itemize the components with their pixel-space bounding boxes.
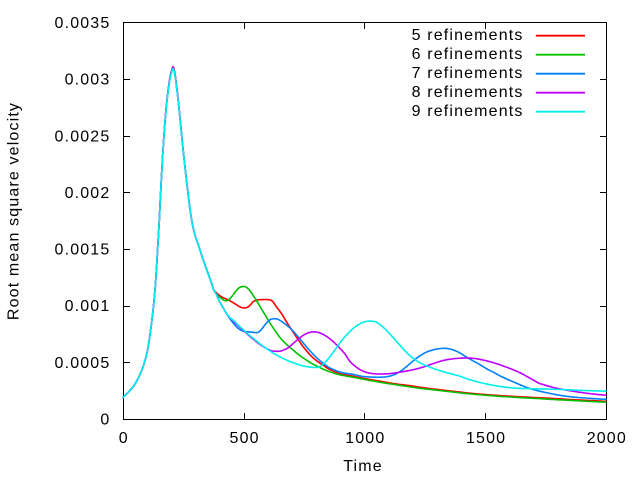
- svg-text:1500: 1500: [466, 430, 506, 447]
- svg-text:0.002: 0.002: [65, 185, 111, 202]
- svg-text:7 refinements: 7 refinements: [412, 65, 524, 82]
- svg-text:Time: Time: [343, 458, 383, 475]
- svg-text:0.003: 0.003: [65, 72, 111, 89]
- svg-text:500: 500: [230, 430, 260, 447]
- svg-text:0.0025: 0.0025: [55, 128, 111, 145]
- svg-text:0: 0: [119, 430, 129, 447]
- svg-text:Root mean square velocity: Root mean square velocity: [6, 102, 23, 320]
- svg-text:0: 0: [100, 412, 110, 429]
- svg-text:9 refinements: 9 refinements: [412, 103, 524, 120]
- svg-text:0.0035: 0.0035: [55, 15, 111, 32]
- svg-text:2000: 2000: [587, 430, 627, 447]
- svg-text:0.0005: 0.0005: [55, 355, 111, 372]
- svg-text:0.001: 0.001: [65, 298, 111, 315]
- svg-text:0.0015: 0.0015: [55, 242, 111, 259]
- svg-text:8 refinements: 8 refinements: [412, 84, 524, 101]
- svg-text:1000: 1000: [345, 430, 385, 447]
- svg-text:5 refinements: 5 refinements: [412, 27, 524, 44]
- svg-text:6 refinements: 6 refinements: [412, 46, 524, 63]
